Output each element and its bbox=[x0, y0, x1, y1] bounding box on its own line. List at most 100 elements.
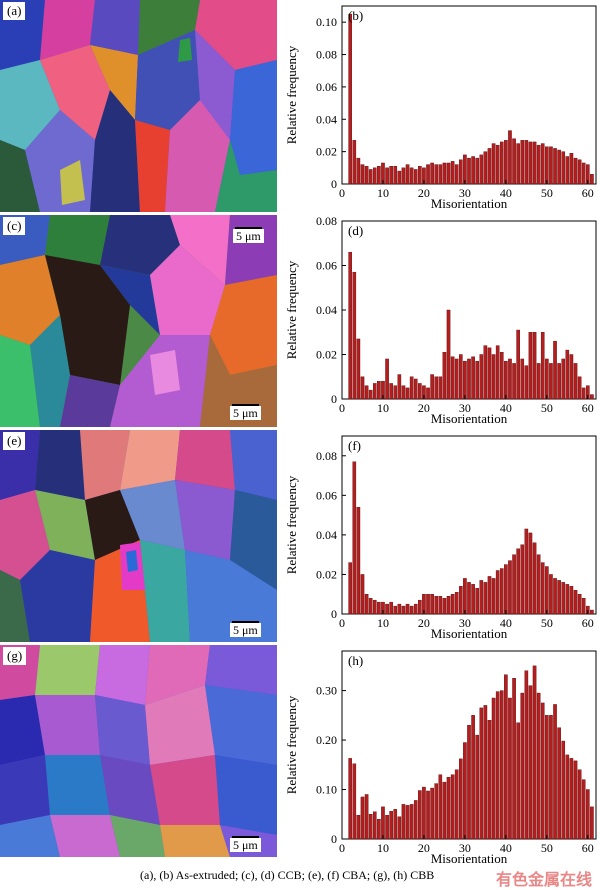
bar bbox=[577, 376, 582, 400]
bar bbox=[381, 806, 385, 840]
bar bbox=[577, 159, 582, 185]
bar bbox=[434, 376, 439, 400]
bar bbox=[569, 586, 574, 615]
bar bbox=[467, 157, 471, 185]
bar bbox=[393, 809, 398, 840]
panel-label-g: (g) bbox=[3, 647, 27, 665]
bar bbox=[569, 354, 574, 400]
x-tick-label: 20 bbox=[418, 186, 430, 200]
bar bbox=[389, 601, 393, 615]
bar bbox=[450, 356, 455, 400]
y-tick-label: 0.30 bbox=[316, 684, 337, 698]
bar bbox=[545, 715, 549, 840]
bar bbox=[418, 165, 422, 185]
bar bbox=[463, 578, 467, 615]
bar bbox=[471, 156, 475, 185]
bar bbox=[557, 363, 561, 400]
scale-bar: 5 μm bbox=[230, 836, 261, 852]
bar bbox=[368, 597, 373, 615]
bar bbox=[401, 605, 406, 615]
bar bbox=[356, 506, 361, 615]
y-tick-label: 0 bbox=[331, 832, 337, 846]
x-axis-label: Misorientation bbox=[431, 851, 508, 866]
bar bbox=[389, 811, 393, 840]
bar bbox=[348, 251, 352, 400]
y-tick-label: 0 bbox=[331, 177, 337, 191]
bar bbox=[368, 814, 373, 840]
bar bbox=[356, 815, 361, 840]
bar bbox=[561, 358, 566, 400]
bar bbox=[413, 378, 418, 400]
bar bbox=[516, 548, 520, 615]
bar bbox=[565, 349, 570, 400]
bar bbox=[512, 678, 516, 840]
bar bbox=[372, 811, 377, 840]
bar bbox=[577, 594, 582, 615]
bar bbox=[446, 595, 451, 615]
bar bbox=[565, 156, 570, 185]
bar bbox=[495, 691, 500, 840]
x-tick-label: 10 bbox=[377, 616, 389, 630]
y-tick-label: 0.04 bbox=[316, 528, 337, 542]
bar bbox=[483, 705, 488, 840]
scale-bar-top: 5 μm bbox=[233, 227, 264, 243]
bar bbox=[438, 376, 443, 400]
bar bbox=[479, 354, 484, 400]
bar bbox=[434, 164, 439, 185]
bar bbox=[540, 562, 545, 615]
bar bbox=[577, 769, 582, 840]
bar bbox=[356, 338, 361, 400]
bar bbox=[405, 164, 410, 185]
bar bbox=[397, 374, 402, 400]
x-tick-label: 50 bbox=[541, 616, 553, 630]
bar bbox=[528, 685, 533, 840]
bar bbox=[483, 151, 488, 185]
figure-caption: (a), (b) As-extruded; (c), (d) CCB; (e),… bbox=[140, 868, 435, 882]
bar bbox=[434, 783, 439, 840]
bar bbox=[520, 544, 525, 615]
y-tick-label: 0.10 bbox=[316, 783, 337, 797]
x-tick-label: 0 bbox=[339, 401, 345, 415]
bar bbox=[405, 805, 410, 840]
bar bbox=[360, 574, 365, 615]
bar bbox=[573, 590, 578, 615]
bar bbox=[491, 143, 496, 185]
bar bbox=[491, 354, 496, 400]
bar bbox=[483, 582, 488, 615]
x-tick-label: 40 bbox=[500, 186, 512, 200]
x-tick-label: 60 bbox=[582, 841, 594, 855]
bar bbox=[389, 165, 393, 185]
chart-svg: 0 10 20 30 40 50 60 0 0.02 0.04 0.06 0.08 (f) Misorie… bbox=[284, 435, 597, 641]
y-axis-label: Relative frequency bbox=[284, 260, 299, 359]
bar bbox=[549, 363, 553, 400]
bar bbox=[438, 595, 443, 615]
bar bbox=[524, 365, 529, 400]
bar bbox=[491, 578, 496, 615]
bar bbox=[397, 170, 402, 185]
bar bbox=[569, 153, 574, 185]
y-tick-label: 0.02 bbox=[316, 567, 337, 581]
bar bbox=[516, 143, 520, 185]
bar bbox=[409, 804, 414, 840]
bar bbox=[487, 720, 492, 840]
bar bbox=[553, 704, 557, 840]
bar bbox=[495, 570, 500, 615]
bar bbox=[512, 554, 516, 615]
bar bbox=[397, 816, 402, 840]
bar bbox=[557, 580, 561, 615]
bar bbox=[467, 725, 471, 840]
bar bbox=[426, 387, 430, 400]
x-axis-label: Misorientation bbox=[431, 196, 508, 211]
bar bbox=[364, 794, 369, 840]
bar bbox=[549, 146, 553, 185]
bar bbox=[569, 758, 574, 840]
bar bbox=[430, 787, 434, 840]
bar bbox=[581, 387, 586, 400]
y-tick-label: 0.08 bbox=[316, 449, 337, 463]
x-tick-label: 30 bbox=[459, 616, 471, 630]
bar bbox=[454, 592, 459, 615]
y-tick-label: 0.20 bbox=[316, 733, 337, 747]
bar bbox=[508, 697, 512, 840]
bar bbox=[540, 143, 545, 185]
bar bbox=[377, 380, 381, 400]
